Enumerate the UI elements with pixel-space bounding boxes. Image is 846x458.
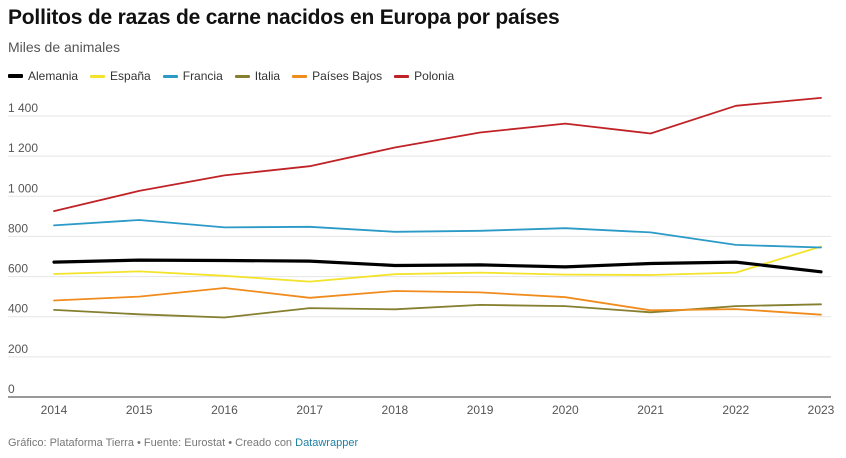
legend-label: Polonia (414, 69, 455, 83)
legend-swatch (90, 74, 106, 78)
legend: Alemania España Francia Italia Países Ba… (8, 69, 466, 83)
legend-label: Alemania (28, 69, 79, 83)
datawrapper-link[interactable]: Datawrapper (295, 437, 359, 449)
chart-subtitle: Miles de animales (8, 39, 121, 55)
legend-swatch (162, 74, 178, 78)
x-tick-label: 2017 (296, 403, 323, 417)
x-tick-label: 2016 (211, 403, 238, 417)
series-line-alemania (52, 258, 823, 274)
y-tick-label: 800 (8, 221, 28, 235)
y-tick-label: 200 (8, 342, 28, 356)
x-tick-label: 2015 (126, 403, 153, 417)
x-tick-label: 2014 (41, 403, 68, 417)
series-line-polonia (53, 97, 822, 213)
grid-lines (8, 115, 831, 398)
series-lines (52, 97, 823, 319)
y-axis-ticks: 0 200 400 600 800 1 000 1 200 1 400 (8, 101, 38, 396)
x-tick-label: 2021 (637, 403, 664, 417)
legend-label: España (110, 69, 151, 83)
x-tick-label: 2019 (467, 403, 494, 417)
y-tick-label: 400 (8, 302, 28, 316)
series-line-francia (53, 219, 822, 249)
series-line-espa-a (53, 245, 822, 283)
legend-swatch (292, 74, 308, 78)
x-axis-ticks: 2014 2015 2016 2017 2018 2019 2020 2021 2022 2023 (41, 403, 835, 417)
footer-source: Gráfico: Plataforma Tierra • Fuente: Eur… (8, 437, 293, 449)
y-tick-label: 1 000 (8, 181, 38, 195)
series-line-pa-ses-bajos (53, 287, 822, 316)
legend-item-francia: Francia (162, 69, 223, 83)
footer-credit: Gráfico: Plataforma Tierra • Fuente: Eur… (8, 437, 358, 449)
chart-title: Pollitos de razas de carne nacidos en Eu… (8, 6, 560, 29)
legend-item-alemania: Alemania (8, 69, 78, 83)
y-tick-label: 1 200 (8, 141, 38, 155)
legend-item-paises-bajos: Países Bajos (292, 69, 382, 83)
legend-label: Francia (182, 69, 223, 83)
series-line-italia (53, 303, 822, 319)
legend-swatch (394, 74, 410, 78)
y-tick-label: 600 (8, 262, 28, 276)
legend-label: Italia (254, 69, 281, 83)
x-tick-label: 2018 (382, 403, 409, 417)
x-tick-label: 2023 (808, 403, 835, 417)
legend-item-italia: Italia (234, 69, 281, 83)
x-tick-label: 2022 (722, 403, 749, 417)
y-tick-label: 0 (8, 382, 15, 396)
legend-label: Países Bajos (312, 69, 383, 83)
x-tick-label: 2020 (552, 403, 579, 417)
legend-swatch (8, 74, 23, 78)
y-tick-label: 1 400 (8, 101, 38, 115)
legend-swatch (234, 74, 250, 78)
legend-item-polonia: Polonia (394, 69, 454, 83)
legend-item-espana: España (90, 69, 151, 83)
